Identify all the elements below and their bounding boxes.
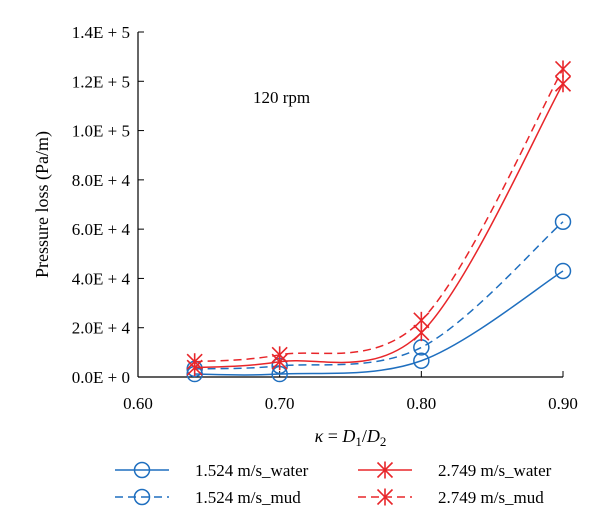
legend-item: 1.524 m/s_mud: [115, 488, 301, 507]
plot-frame: [137, 32, 563, 378]
y-tick-label: 1.4E + 5: [72, 23, 130, 42]
x-axis-title-equals: =: [323, 426, 342, 446]
x-tick-label: 0.60: [123, 394, 153, 413]
y-tick-label: 1.0E + 5: [72, 122, 130, 141]
x-axis-title-sub2: 2: [380, 434, 387, 449]
y-axis-title: Pressure loss (Pa/m): [32, 131, 53, 278]
y-tick-label: 2.0E + 4: [72, 319, 131, 338]
x-tick-label: 0.90: [548, 394, 578, 413]
y-tick-label: 1.2E + 5: [72, 72, 130, 91]
series-line: [194, 83, 564, 369]
legend-item: 2.749 m/s_water: [358, 461, 552, 480]
series-line: [194, 221, 564, 370]
x-axis-title-slash: /: [362, 426, 367, 446]
series-layer: [186, 60, 572, 383]
legend-marker: [133, 461, 151, 479]
data-point: [554, 262, 572, 280]
y-tick-label: 6.0E + 4: [72, 220, 131, 239]
chart-annotation: 120 rpm: [253, 88, 310, 107]
y-axis: 0.0E + 0 2.0E + 4 4.0E + 4 6.0E + 4 8.0E + 4…: [72, 23, 144, 387]
y-tick-label: 8.0E + 4: [72, 171, 131, 190]
series-2: [186, 75, 572, 377]
legend-label: 2.749 m/s_water: [438, 461, 552, 480]
y-tick-label: 4.0E + 4: [72, 269, 131, 288]
data-point: [271, 346, 288, 364]
x-axis-title: κ = D1/D2: [315, 426, 387, 449]
legend-marker: [133, 488, 151, 506]
legend-label: 2.749 m/s_mud: [438, 488, 544, 507]
legend-label: 1.524 m/s_mud: [195, 488, 301, 507]
x-axis-title-d2: D: [366, 426, 380, 446]
y-tick-label: 0.0E + 0: [72, 368, 130, 387]
legend-marker: [376, 461, 394, 479]
series-line: [194, 270, 564, 376]
data-point: [554, 213, 572, 230]
data-point: [186, 353, 203, 371]
series-line: [194, 68, 564, 363]
x-axis-title-sub1: 1: [355, 434, 362, 449]
x-axis-title-d1: D: [341, 426, 355, 446]
data-point: [413, 311, 430, 329]
data-point: [554, 60, 572, 78]
series-3: [186, 60, 572, 371]
x-axis: 0.60 0.70 0.80 0.90: [123, 371, 578, 413]
x-tick-label: 0.70: [265, 394, 295, 413]
series-1: [186, 213, 572, 378]
legend-item: 1.524 m/s_water: [115, 461, 309, 480]
data-point: [413, 352, 430, 369]
legend-label: 1.524 m/s_water: [195, 461, 309, 480]
x-tick-label: 0.80: [406, 394, 436, 413]
legend: 1.524 m/s_water 1.524 m/s_mud 2.749 m/s_wa…: [115, 461, 552, 507]
legend-marker: [376, 488, 394, 506]
legend-item: 2.749 m/s_mud: [358, 488, 544, 507]
x-axis-title-kappa: κ: [315, 426, 324, 446]
series-0: [186, 262, 572, 383]
